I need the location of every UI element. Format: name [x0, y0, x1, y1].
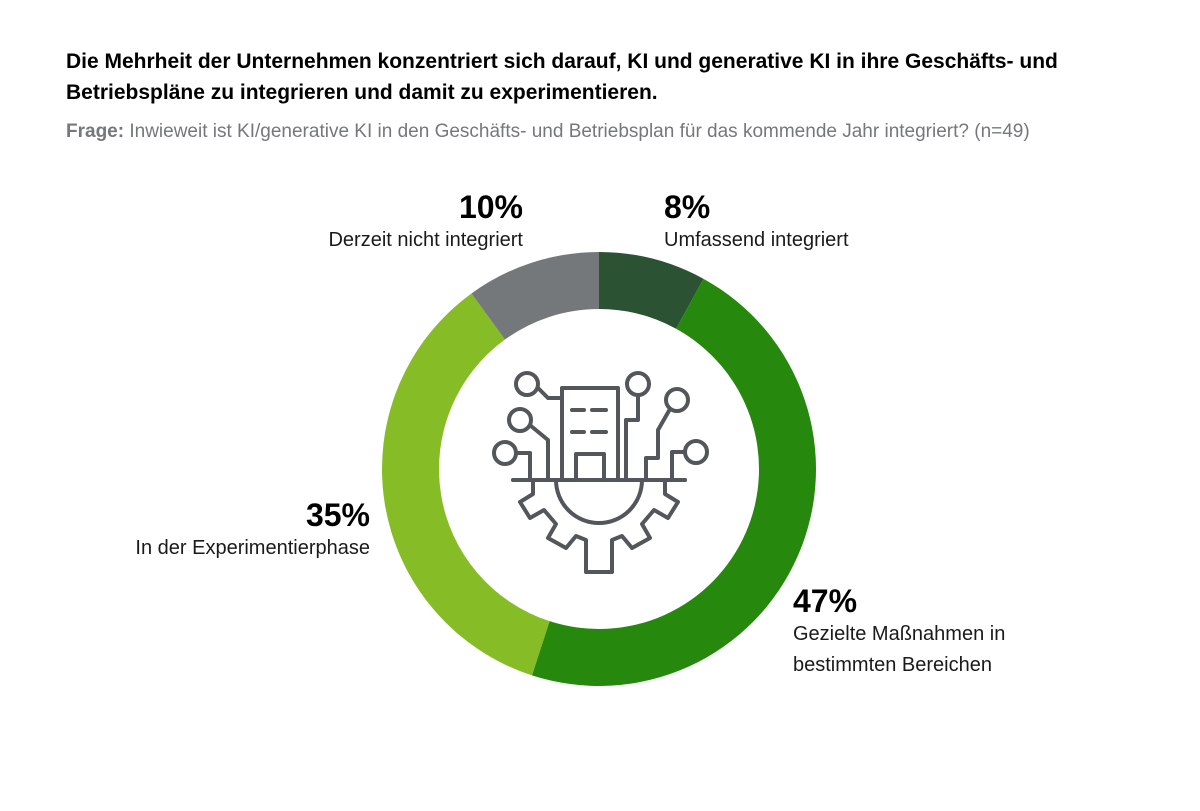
text-gezielte-massnahmen-line1: Gezielte Maßnahmen in [793, 623, 1006, 645]
pct-derzeit-nicht-integriert: 10% [458, 189, 523, 225]
pct-gezielte-massnahmen: 47% [793, 583, 858, 619]
building-gear-network-icon [492, 371, 709, 574]
label-umfassend-integriert: 8% Umfassend integriert [664, 189, 849, 256]
donut-slice-3 [471, 252, 599, 340]
text-umfassend-integriert: Umfassend integriert [664, 229, 849, 251]
text-derzeit-nicht-integriert: Derzeit nicht integriert [328, 229, 523, 251]
chart-question: Frage: Inwieweit ist KI/generative KI in… [66, 121, 1186, 143]
donut-slice-1 [531, 278, 816, 687]
pct-umfassend-integriert: 8% [664, 189, 711, 225]
label-derzeit-nicht-integriert: 10% Derzeit nicht integriert [328, 189, 523, 256]
pct-experimentierphase: 35% [305, 497, 370, 533]
chart-title: Die Mehrheit der Unternehmen konzentrier… [66, 50, 1058, 104]
donut-slice-2 [381, 293, 550, 676]
question-text: Inwieweit ist KI/generative KI in den Ge… [129, 121, 1030, 142]
question-label: Frage: [66, 121, 125, 142]
text-experimentierphase: In der Experimentierphase [135, 537, 370, 559]
text-gezielte-massnahmen-line2: bestimmten Bereichen [793, 654, 992, 676]
label-gezielte-massnahmen: 47% Gezielte Maßnahmen in bestimmten Ber… [793, 583, 1005, 681]
donut-slice-0 [599, 252, 704, 329]
label-experimentierphase: 35% In der Experimentierphase [135, 497, 370, 564]
